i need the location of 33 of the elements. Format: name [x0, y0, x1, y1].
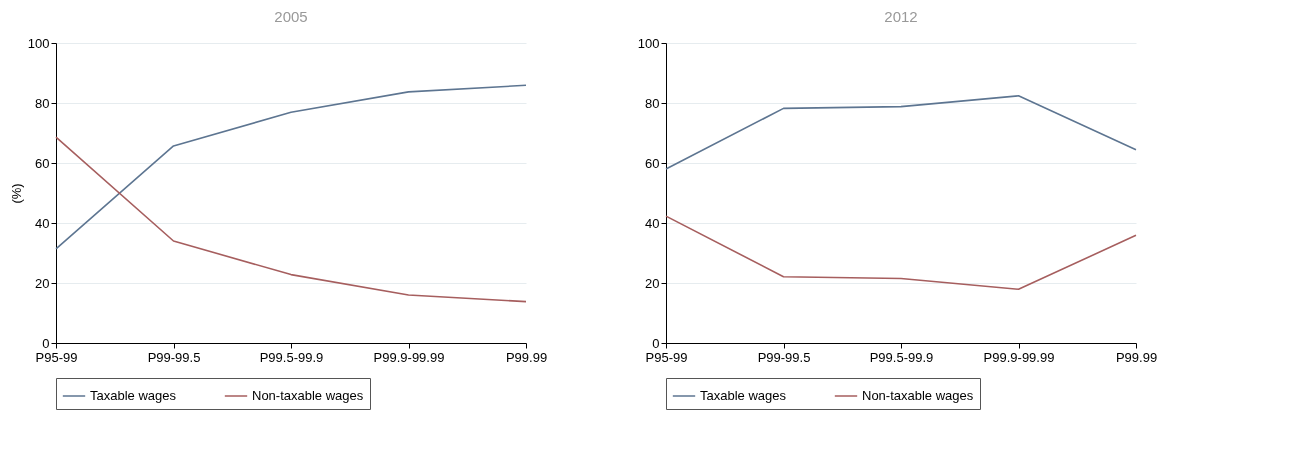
y-tick-label: 100	[27, 35, 50, 51]
y-tick-label: 100	[637, 35, 660, 51]
y-tick-label: 40	[35, 215, 50, 231]
y-tick-label: 40	[645, 215, 660, 231]
y-tick-label: 60	[35, 155, 50, 171]
line-series	[665, 215, 1137, 291]
x-tick-label: P95-99	[35, 349, 78, 365]
x-tick-label: P99.5-99.9	[259, 349, 324, 365]
y-tick-label: 0	[652, 335, 660, 351]
legend-label: Taxable wages	[700, 388, 787, 403]
y-tick-label: 20	[645, 275, 660, 291]
legend-label: Non-taxable wages	[252, 388, 364, 403]
x-tick-label: P99.99	[505, 349, 548, 365]
legend-label: Non-taxable wages	[862, 388, 974, 403]
y-tick-label: 80	[35, 95, 50, 111]
x-tick-label: P95-99	[645, 349, 688, 365]
y-tick-label: 20	[35, 275, 50, 291]
y-axis-title: (%)	[8, 183, 24, 204]
x-tick-label: P99.5-99.9	[869, 349, 934, 365]
line-series	[55, 136, 527, 303]
x-tick-label: P99.99	[1115, 349, 1158, 365]
y-tick-label: 0	[42, 335, 50, 351]
y-tick-label: 80	[645, 95, 660, 111]
x-tick-label: P99.9-99.99	[373, 349, 445, 365]
x-tick-label: P99-99.5	[757, 349, 811, 365]
x-tick-label: P99-99.5	[147, 349, 201, 365]
line-series	[665, 95, 1137, 170]
line-series	[55, 84, 527, 250]
y-tick-label: 60	[645, 155, 660, 171]
chart-title: 2012	[884, 8, 918, 25]
chart-title: 2005	[274, 8, 308, 25]
legend-label: Taxable wages	[90, 388, 177, 403]
x-tick-label: P99.9-99.99	[983, 349, 1055, 365]
